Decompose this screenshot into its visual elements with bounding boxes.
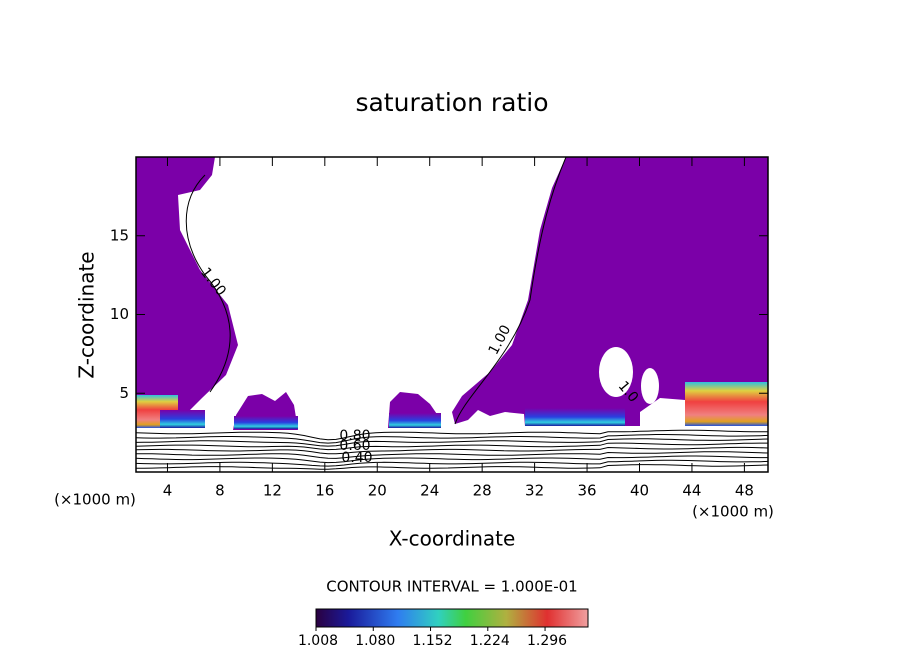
colorbar-tick-label: 1.296 <box>527 633 567 649</box>
x-tick-label: 12 <box>263 482 282 500</box>
cloud-region <box>136 157 238 428</box>
cloud-edge <box>234 416 298 429</box>
contour-label: 0.80 <box>339 428 370 444</box>
contour-line <box>136 434 768 444</box>
x-tick-label: 16 <box>315 482 334 500</box>
clear-hole <box>599 347 633 397</box>
contour-line <box>136 464 768 470</box>
x-tick-label: 36 <box>578 482 597 500</box>
contour-field <box>136 157 768 470</box>
x-unit-left: (×1000 m) <box>54 491 136 509</box>
contour-line <box>136 446 768 455</box>
x-tick-label: 32 <box>525 482 544 500</box>
cloud-edge <box>389 413 441 428</box>
x-tick-label: 48 <box>735 482 754 500</box>
colorbar-tick-label: 1.224 <box>470 633 510 649</box>
x-tick-label: 8 <box>215 482 225 500</box>
contour-line <box>136 442 768 451</box>
cloud-edge <box>160 410 205 428</box>
contour-line <box>185 174 231 393</box>
x-tick-label: 44 <box>682 482 701 500</box>
y-tick-label: 15 <box>110 226 129 244</box>
x-tick-label: 40 <box>630 482 649 500</box>
x-tick-label: 28 <box>473 482 492 500</box>
contour-line <box>136 429 768 441</box>
contour-line <box>136 438 768 447</box>
contour-line <box>136 455 768 464</box>
y-tick-label: 5 <box>119 384 129 402</box>
clear-hole <box>640 398 690 426</box>
contour-line <box>136 459 768 467</box>
chart-title: saturation ratio <box>355 88 548 117</box>
y-axis-label: Z-coordinate <box>75 251 99 378</box>
x-tick-label: 24 <box>420 482 439 500</box>
colorbar <box>315 608 589 628</box>
contour-line <box>454 157 567 425</box>
contour-label: 0.60 <box>339 438 370 454</box>
cloud-edge <box>525 408 625 426</box>
cloud-core <box>685 382 768 426</box>
x-axis-label: X-coordinate <box>389 527 516 551</box>
colorbar-tick-label: 1.080 <box>355 633 395 649</box>
colorbar-tick-label: 1.152 <box>412 633 452 649</box>
contour-line <box>136 451 768 459</box>
x-unit-right: (×1000 m) <box>692 503 774 521</box>
x-tick-label: 20 <box>368 482 387 500</box>
contour-interval: CONTOUR INTERVAL = 1.000E-01 <box>326 578 577 596</box>
clear-hole <box>641 368 659 404</box>
y-tick-label: 10 <box>110 305 129 323</box>
contour-label: 0.40 <box>341 450 372 466</box>
colorbar-tick-label: 1.008 <box>298 633 338 649</box>
x-tick-label: 4 <box>163 482 173 500</box>
cloud-region <box>452 157 768 426</box>
